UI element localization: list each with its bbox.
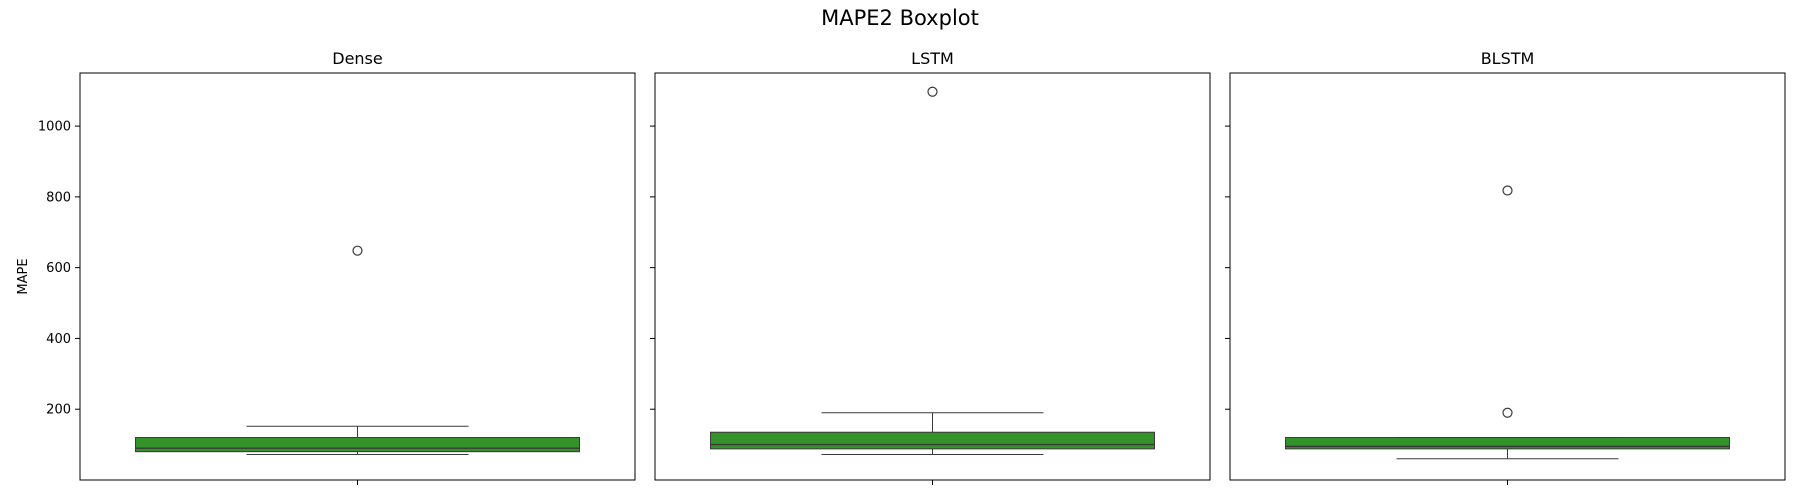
box-iqr-2 bbox=[1285, 437, 1730, 450]
y-tick-label-0: 200 bbox=[46, 403, 71, 418]
y-tick-label-2: 600 bbox=[46, 261, 71, 276]
y-tick-label-1: 400 bbox=[46, 332, 71, 347]
outlier-point-2-0 bbox=[1502, 185, 1513, 196]
y-axis-label: MAPE bbox=[16, 258, 31, 294]
box-iqr-0 bbox=[135, 437, 580, 453]
outlier-point-1-0 bbox=[927, 86, 938, 97]
axes-frame-2 bbox=[1229, 72, 1786, 481]
box-iqr-1 bbox=[710, 431, 1155, 450]
axes-frame-0 bbox=[79, 72, 636, 481]
figure-title: MAPE2 Boxplot bbox=[821, 6, 979, 30]
outlier-point-0-0 bbox=[352, 245, 363, 256]
y-tick-label-3: 800 bbox=[46, 190, 71, 205]
outlier-point-2-1 bbox=[1502, 407, 1513, 418]
subplot-title-0: Dense bbox=[332, 49, 382, 68]
y-tick-label-4: 1000 bbox=[38, 120, 71, 135]
subplot-title-1: LSTM bbox=[911, 49, 954, 68]
subplot-title-2: BLSTM bbox=[1481, 49, 1535, 68]
